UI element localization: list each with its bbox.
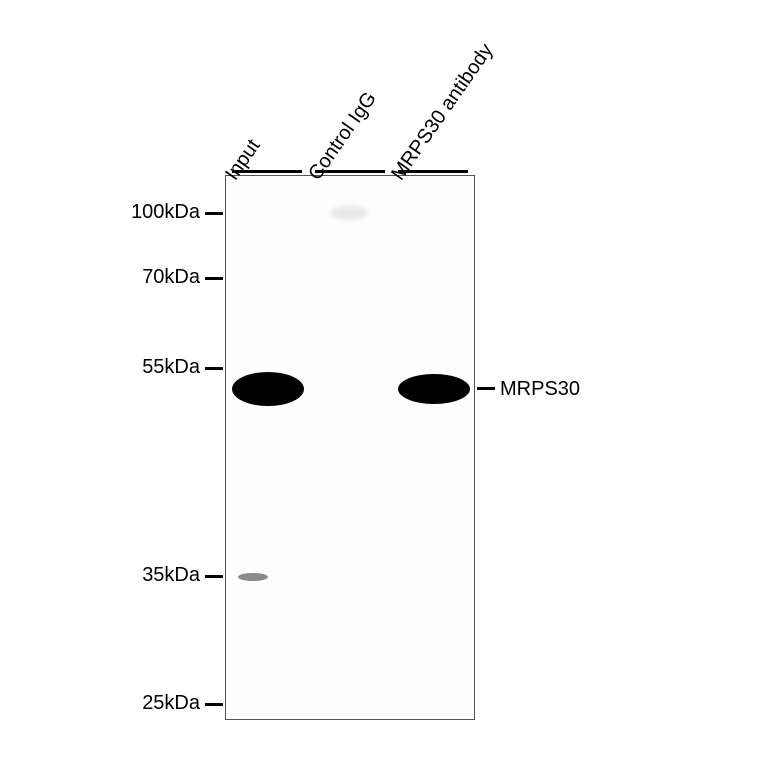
mw-tick-55kDa bbox=[205, 367, 223, 370]
band-input-0 bbox=[232, 372, 304, 406]
mw-tick-35kDa bbox=[205, 575, 223, 578]
mw-label-100kDa: 100kDa bbox=[100, 201, 200, 224]
target-label: MRPS30 bbox=[500, 378, 580, 401]
mw-label-70kDa: 70kDa bbox=[100, 266, 200, 289]
mw-tick-70kDa bbox=[205, 277, 223, 280]
band-mrps30-antibody-3 bbox=[398, 374, 470, 404]
mw-label-25kDa: 25kDa bbox=[100, 692, 200, 715]
lane-label-mrps30-antibody: MRPS30 antibody bbox=[387, 40, 498, 185]
western-blot-figure: InputControl IgGMRPS30 antibody 100kDa70… bbox=[0, 0, 764, 764]
mw-tick-100kDa bbox=[205, 212, 223, 215]
mw-tick-25kDa bbox=[205, 703, 223, 706]
target-tick bbox=[477, 387, 495, 390]
band-input-1 bbox=[238, 573, 268, 581]
mw-label-55kDa: 55kDa bbox=[100, 356, 200, 379]
band-control-igg-2 bbox=[330, 206, 368, 220]
blot-membrane bbox=[225, 175, 475, 720]
mw-label-35kDa: 35kDa bbox=[100, 564, 200, 587]
